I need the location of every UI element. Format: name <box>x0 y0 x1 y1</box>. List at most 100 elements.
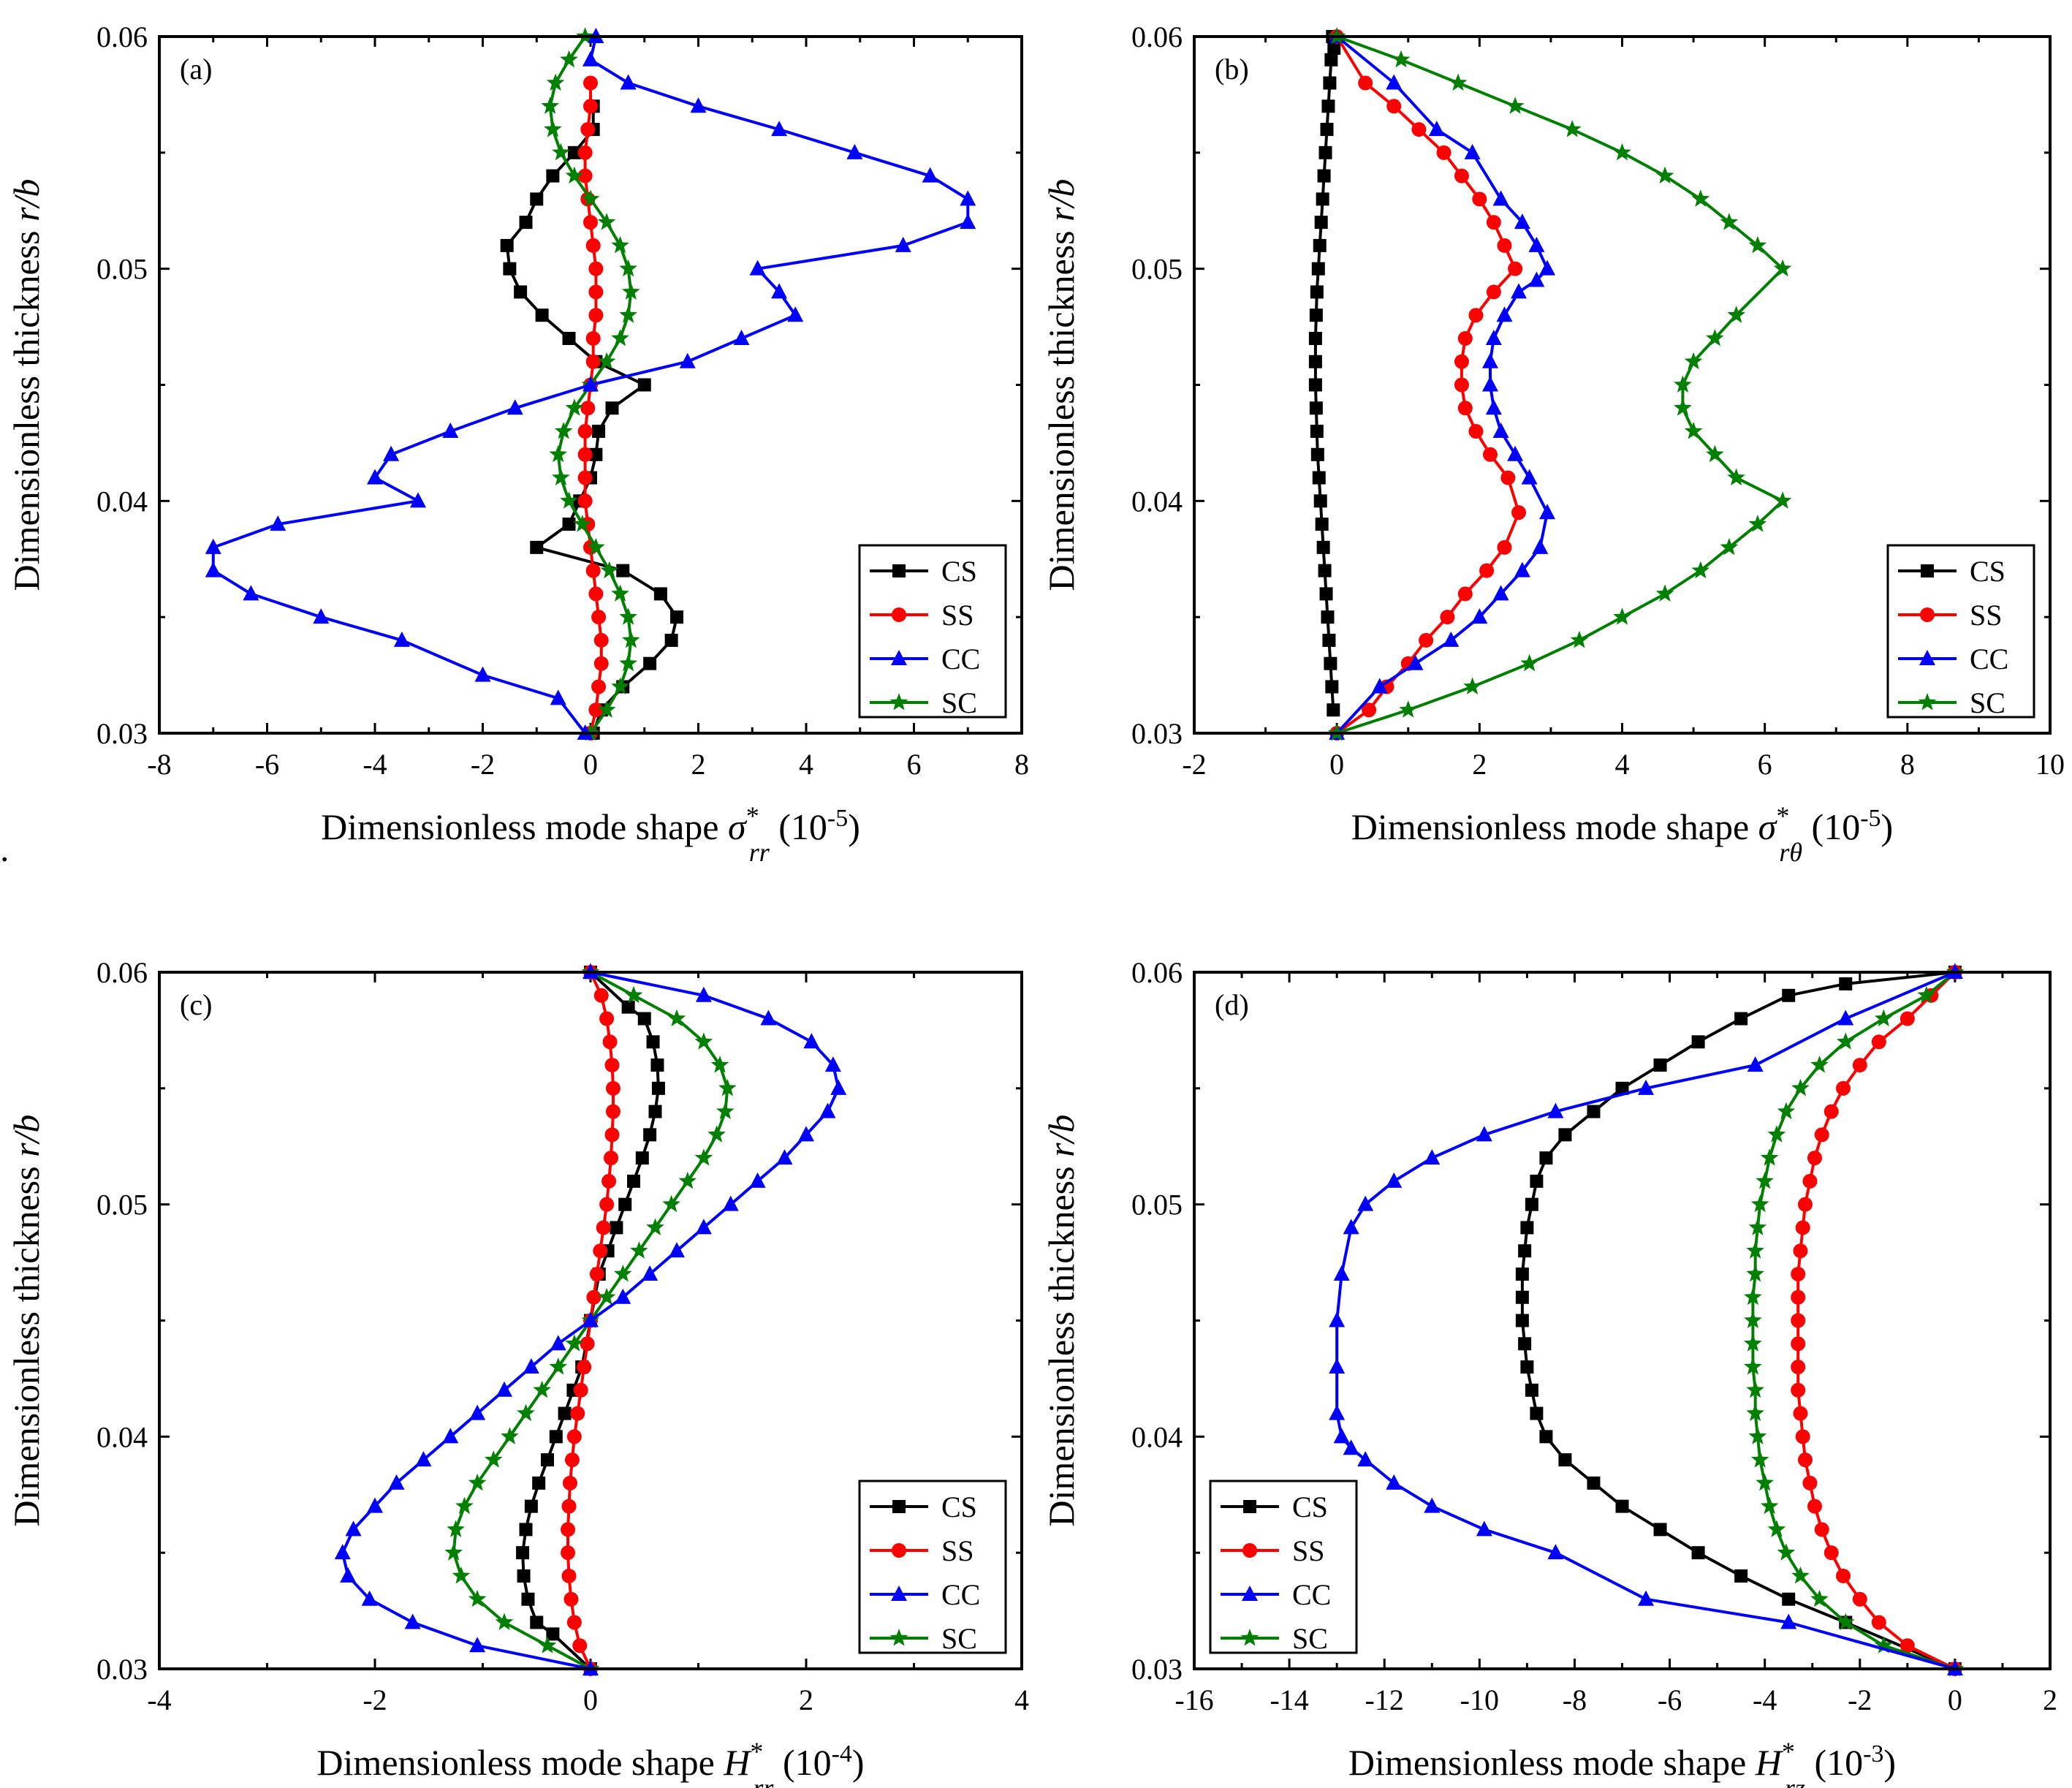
x-tick-label: -6 <box>255 748 279 781</box>
plot-frame <box>158 35 1023 735</box>
data-point-cs <box>1312 471 1326 485</box>
data-point-sc <box>1674 375 1692 393</box>
data-point-sc <box>552 143 570 161</box>
legend-label-cc: CC <box>1292 1578 1331 1611</box>
data-point-sc <box>1392 50 1411 68</box>
legend-marker-ss <box>892 1543 906 1558</box>
data-point-cs <box>1309 308 1323 322</box>
data-point-ss <box>1419 632 1434 648</box>
data-point-cc <box>1492 423 1509 439</box>
data-point-sc <box>1613 607 1631 625</box>
data-point-cs <box>1525 1383 1538 1397</box>
data-point-ss <box>583 215 598 230</box>
data-point-cc <box>1485 399 1502 415</box>
data-point-cc <box>1443 631 1460 647</box>
x-tick-label: -10 <box>1460 1683 1499 1716</box>
data-point-ss <box>1468 308 1484 323</box>
data-point-cs <box>503 262 517 276</box>
x-tick-label: 0 <box>583 748 598 781</box>
data-point-cc <box>1357 1451 1374 1467</box>
data-point-ss <box>577 447 593 462</box>
data-point-cs <box>1309 401 1323 415</box>
data-point-ss <box>605 1104 621 1119</box>
data-point-ss <box>1362 702 1377 718</box>
data-point-ss <box>1511 505 1527 520</box>
data-point-cc <box>469 1637 486 1653</box>
data-point-cs <box>621 1000 635 1014</box>
data-point-sc <box>1449 73 1468 91</box>
data-point-ss <box>1454 377 1469 393</box>
data-point-sc <box>517 1403 535 1422</box>
y-axis-title-text: Dimensionless thickness <box>6 221 47 591</box>
data-point-ss <box>604 1058 620 1073</box>
data-point-sc <box>1748 1218 1767 1235</box>
x-tick-label: -4 <box>1753 1683 1777 1716</box>
data-point-cc <box>582 50 599 67</box>
data-point-ss <box>577 145 593 160</box>
x-axis-title-part: (10 <box>1805 1742 1863 1783</box>
data-point-cs <box>1520 1360 1534 1374</box>
data-point-cs <box>521 1592 535 1606</box>
plot-frame <box>1193 35 2052 735</box>
data-point-ss <box>563 1591 579 1607</box>
data-point-sc <box>707 1125 726 1143</box>
y-tick-label: 0.06 <box>1131 20 1183 53</box>
data-point-cc <box>1407 654 1424 670</box>
data-point-cc <box>830 1079 847 1095</box>
data-point-ss <box>1807 1499 1822 1514</box>
x-tick-label: -12 <box>1365 1683 1404 1716</box>
data-point-ss <box>562 1475 577 1490</box>
x-tick-label: 4 <box>1014 1683 1029 1716</box>
panel-a: -8 -6 -4 -2 0 2 4 6 8 0.03 0.04 0.05 0.06 (a) CS SS CC SC… <box>6 20 1029 867</box>
data-point-ss <box>1871 1615 1886 1630</box>
data-point-cs <box>562 518 576 531</box>
plot-area <box>334 963 847 1677</box>
data-point-sc <box>621 282 640 300</box>
data-point-ss <box>1508 261 1523 276</box>
data-point-cc <box>1532 538 1549 554</box>
data-point-ss <box>1836 1080 1851 1096</box>
data-point-cs <box>530 540 544 554</box>
data-point-ss <box>561 1568 577 1583</box>
panel-b: -2 0 2 4 6 8 10 0.03 0.04 0.05 0.06 (b) CS SS CC SC Dime… <box>1041 20 2065 867</box>
data-point-cc <box>749 1172 766 1188</box>
data-point-cc <box>1507 445 1524 461</box>
data-point-ss <box>1793 1243 1808 1259</box>
data-point-cc <box>1428 121 1445 137</box>
data-point-sc <box>710 1056 729 1073</box>
data-point-sc <box>1810 1056 1829 1073</box>
data-point-cc <box>695 1219 712 1235</box>
data-point-cs <box>1314 216 1328 230</box>
data-point-sc <box>1746 1265 1764 1282</box>
data-point-ss <box>588 586 604 602</box>
data-point-cc <box>1547 1102 1564 1118</box>
data-point-sc <box>546 73 565 91</box>
data-point-sc <box>1463 677 1481 694</box>
data-point-cs <box>541 1453 554 1467</box>
data-point-sc <box>1750 1450 1769 1468</box>
legend-label-cs: CS <box>941 1490 977 1523</box>
data-point-sc <box>1744 1357 1762 1375</box>
data-point-ss <box>1500 470 1516 485</box>
data-point-cs <box>650 1058 664 1072</box>
data-point-cc <box>749 260 766 276</box>
y-tick-label: 0.05 <box>1131 253 1183 286</box>
data-point-cs <box>1691 1546 1705 1560</box>
data-point-cc <box>1343 1439 1359 1455</box>
y-axis-title-italic: r/b <box>6 179 47 221</box>
data-point-sc <box>560 491 578 509</box>
legend-marker-cs <box>892 1500 906 1513</box>
data-point-cc <box>474 666 491 682</box>
data-point-ss <box>585 238 601 253</box>
data-point-ss <box>577 424 593 439</box>
data-point-cc <box>1476 1520 1492 1537</box>
data-point-ss <box>1795 1429 1810 1444</box>
data-point-cs <box>1310 447 1324 461</box>
data-point-cs <box>1539 1151 1553 1165</box>
data-point-cc <box>550 1335 566 1351</box>
data-point-cc <box>960 190 976 206</box>
data-point-cs <box>530 1615 544 1629</box>
data-point-cc <box>404 1613 421 1629</box>
data-point-sc <box>1720 213 1739 230</box>
data-point-ss <box>1386 99 1402 114</box>
